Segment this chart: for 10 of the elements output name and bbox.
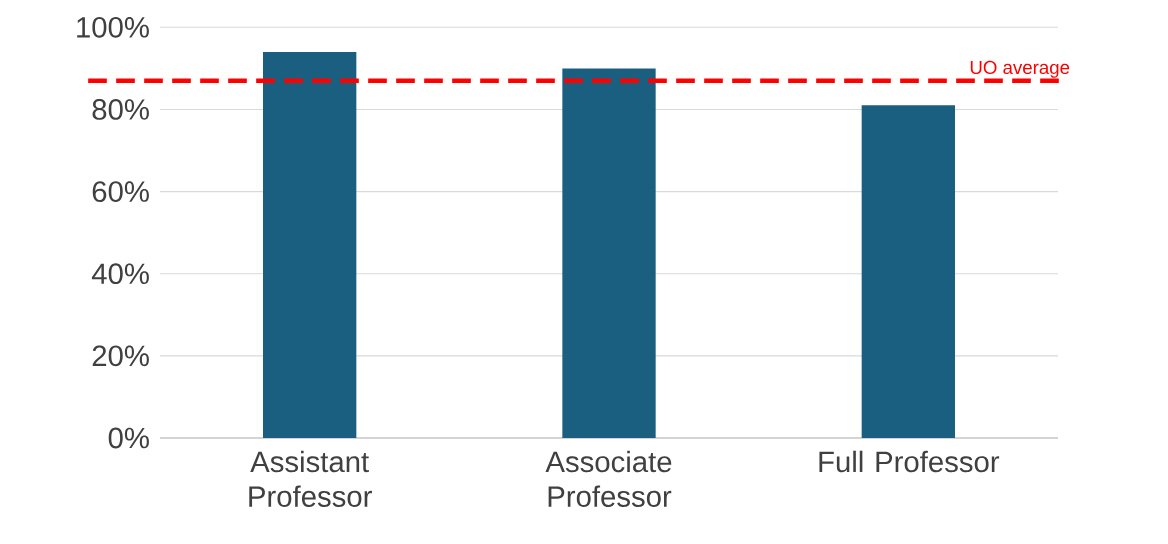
ref-line-label: UO average [970, 60, 1070, 78]
y-tick-label: 0% [108, 427, 149, 449]
y-tick-label: 60% [92, 181, 149, 202]
y-tick-label: 20% [92, 345, 149, 367]
y-tick-label: 40% [91, 263, 149, 285]
y-tick-label: 80% [92, 99, 149, 120]
x-tick-label: Assistant Professor [249, 450, 372, 507]
x-tick-label: Associate Professor [545, 450, 672, 507]
y-tick-label: 100% [77, 16, 149, 38]
x-tick-label: Full Professor [819, 450, 1000, 473]
